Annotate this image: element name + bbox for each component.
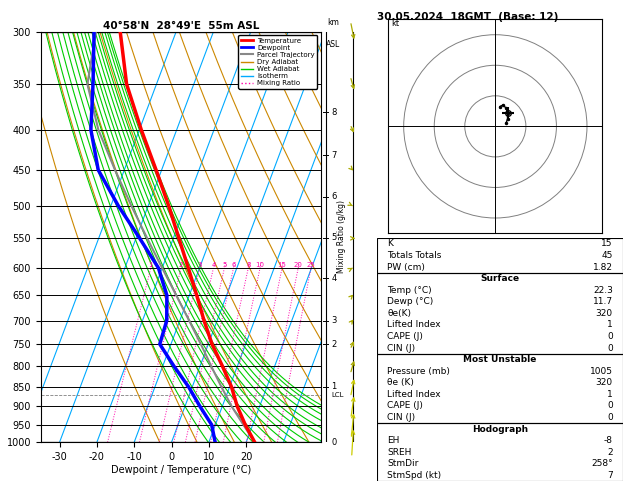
Text: θe(K): θe(K) bbox=[387, 309, 411, 318]
X-axis label: Dewpoint / Temperature (°C): Dewpoint / Temperature (°C) bbox=[111, 465, 251, 475]
Bar bbox=[377, 423, 623, 481]
Text: 6: 6 bbox=[231, 262, 236, 268]
Y-axis label: hPa: hPa bbox=[0, 228, 1, 246]
Text: 3: 3 bbox=[198, 262, 202, 268]
Text: 2: 2 bbox=[179, 262, 183, 268]
Legend: Temperature, Dewpoint, Parcel Trajectory, Dry Adiabat, Wet Adiabat, Isotherm, Mi: Temperature, Dewpoint, Parcel Trajectory… bbox=[238, 35, 317, 89]
Text: 6: 6 bbox=[331, 192, 337, 201]
Text: 5: 5 bbox=[222, 262, 226, 268]
Text: 1005: 1005 bbox=[590, 367, 613, 376]
Text: EH: EH bbox=[387, 436, 399, 445]
Text: 0: 0 bbox=[607, 344, 613, 352]
Text: 258°: 258° bbox=[591, 459, 613, 469]
Text: 8: 8 bbox=[246, 262, 250, 268]
Text: 0: 0 bbox=[607, 401, 613, 410]
Text: ASL: ASL bbox=[326, 40, 340, 49]
Bar bbox=[377, 354, 623, 423]
Text: SREH: SREH bbox=[387, 448, 411, 457]
Text: 0: 0 bbox=[607, 332, 613, 341]
Text: Lifted Index: Lifted Index bbox=[387, 390, 441, 399]
Text: 10: 10 bbox=[255, 262, 265, 268]
Text: Lifted Index: Lifted Index bbox=[387, 320, 441, 330]
Text: 3: 3 bbox=[331, 316, 337, 325]
Text: 0: 0 bbox=[607, 413, 613, 422]
Text: 320: 320 bbox=[596, 309, 613, 318]
Text: K: K bbox=[387, 240, 393, 248]
Text: PW (cm): PW (cm) bbox=[387, 262, 425, 272]
Text: Mixing Ratio (g/kg): Mixing Ratio (g/kg) bbox=[337, 200, 345, 274]
Text: CIN (J): CIN (J) bbox=[387, 413, 415, 422]
Bar bbox=[377, 273, 623, 354]
Text: 20: 20 bbox=[294, 262, 303, 268]
Text: StmDir: StmDir bbox=[387, 459, 418, 469]
Text: θe (K): θe (K) bbox=[387, 378, 414, 387]
Text: 1: 1 bbox=[148, 262, 153, 268]
Text: CIN (J): CIN (J) bbox=[387, 344, 415, 352]
Text: 0: 0 bbox=[331, 438, 337, 447]
Text: km: km bbox=[327, 18, 338, 28]
Text: 4: 4 bbox=[331, 274, 337, 282]
Text: 1.82: 1.82 bbox=[593, 262, 613, 272]
Text: StmSpd (kt): StmSpd (kt) bbox=[387, 471, 442, 480]
Text: -8: -8 bbox=[604, 436, 613, 445]
Text: CAPE (J): CAPE (J) bbox=[387, 332, 423, 341]
Text: 2: 2 bbox=[331, 340, 337, 348]
Text: LCL: LCL bbox=[331, 392, 344, 398]
Text: 15: 15 bbox=[277, 262, 286, 268]
Text: 8: 8 bbox=[331, 108, 337, 117]
Text: 4: 4 bbox=[211, 262, 216, 268]
Text: 22.3: 22.3 bbox=[593, 286, 613, 295]
Text: kt: kt bbox=[391, 18, 399, 28]
Text: 7: 7 bbox=[607, 471, 613, 480]
Text: Dewp (°C): Dewp (°C) bbox=[387, 297, 433, 306]
Text: Hodograph: Hodograph bbox=[472, 425, 528, 434]
Text: 30.05.2024  18GMT  (Base: 12): 30.05.2024 18GMT (Base: 12) bbox=[377, 12, 559, 22]
Text: CAPE (J): CAPE (J) bbox=[387, 401, 423, 410]
Title: 40°58'N  28°49'E  55m ASL: 40°58'N 28°49'E 55m ASL bbox=[103, 21, 259, 31]
Text: 1: 1 bbox=[607, 320, 613, 330]
Text: Temp (°C): Temp (°C) bbox=[387, 286, 432, 295]
Text: 15: 15 bbox=[601, 240, 613, 248]
Text: 11.7: 11.7 bbox=[593, 297, 613, 306]
Text: 1: 1 bbox=[331, 382, 337, 391]
Text: Surface: Surface bbox=[481, 274, 520, 283]
Text: Totals Totals: Totals Totals bbox=[387, 251, 442, 260]
Text: 1: 1 bbox=[607, 390, 613, 399]
Text: 7: 7 bbox=[331, 151, 337, 160]
Text: 25: 25 bbox=[306, 262, 315, 268]
Text: Pressure (mb): Pressure (mb) bbox=[387, 367, 450, 376]
Bar bbox=[377, 238, 623, 273]
Text: 2: 2 bbox=[607, 448, 613, 457]
Text: 45: 45 bbox=[601, 251, 613, 260]
Text: 320: 320 bbox=[596, 378, 613, 387]
Text: Most Unstable: Most Unstable bbox=[464, 355, 537, 364]
Text: 5: 5 bbox=[331, 233, 337, 242]
